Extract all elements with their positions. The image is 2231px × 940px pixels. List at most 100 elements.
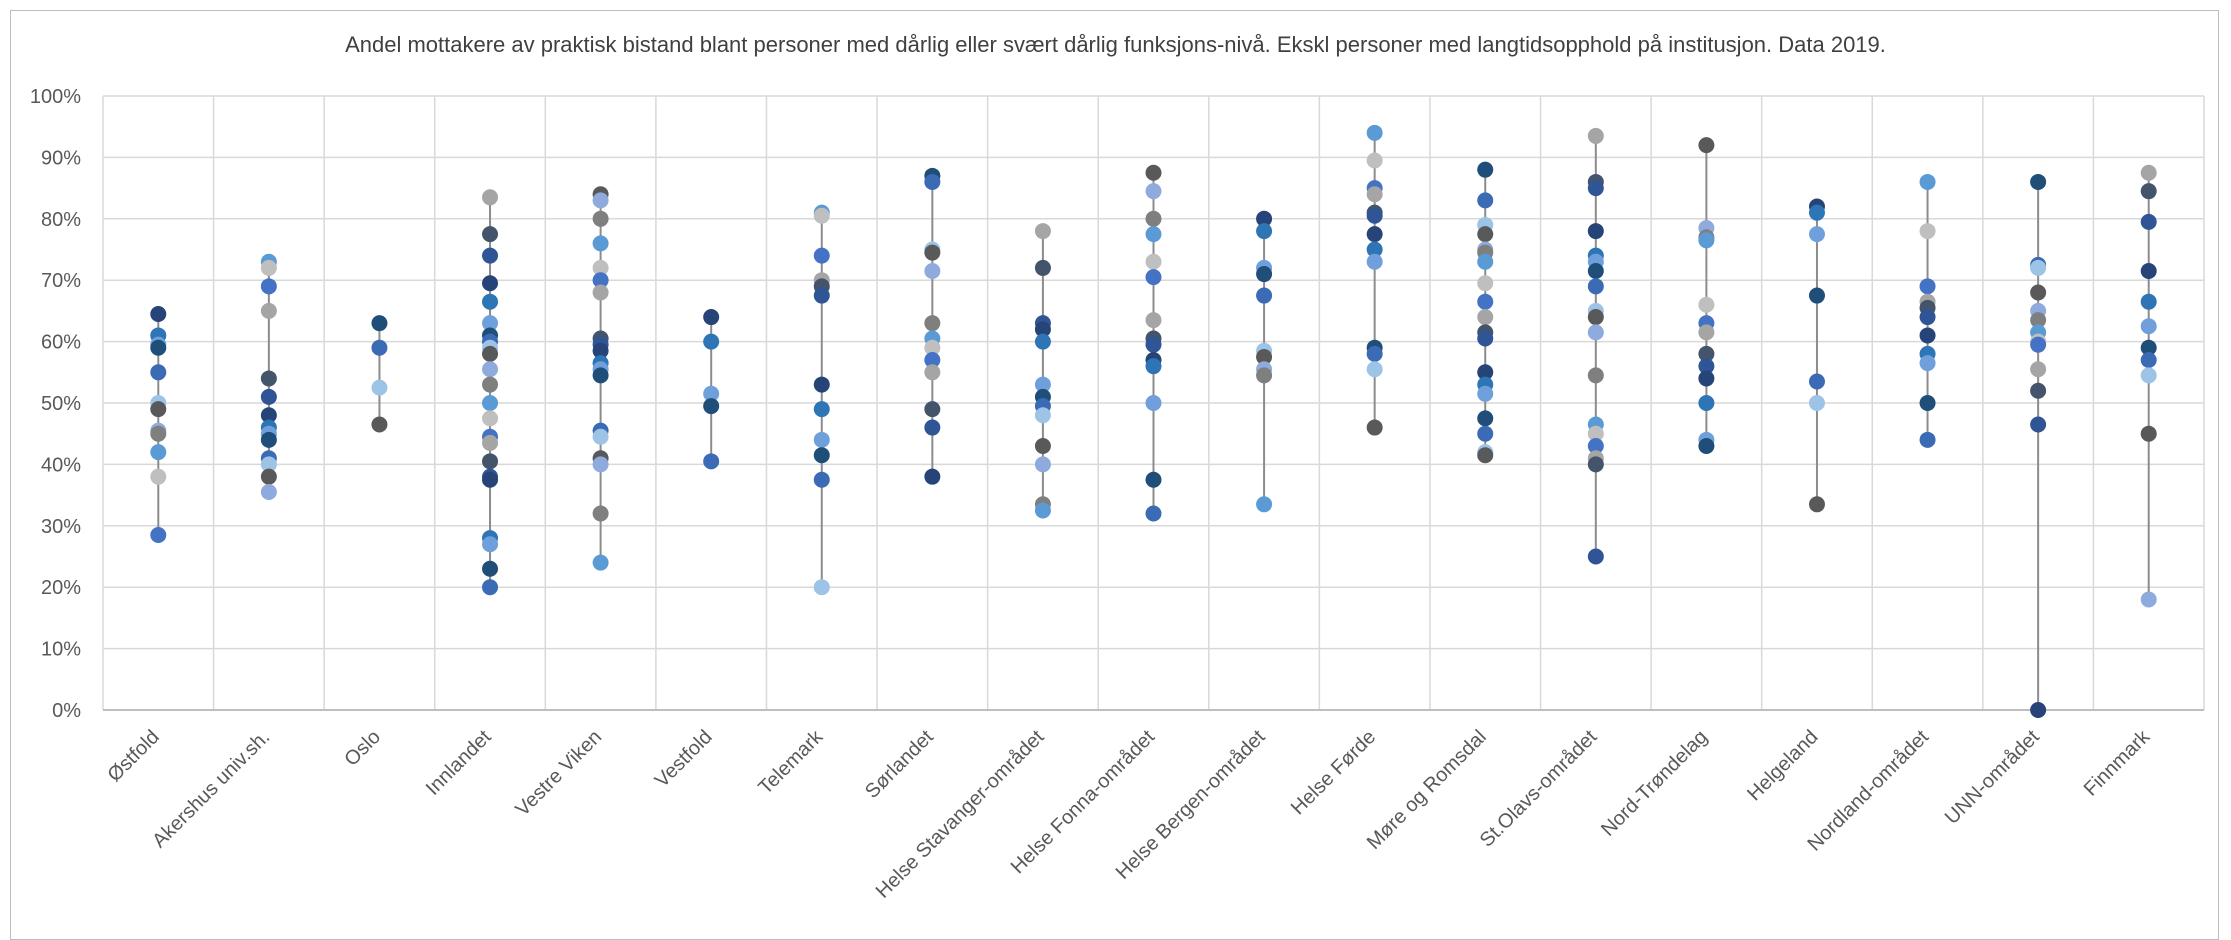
- data-point: [260, 468, 277, 485]
- x-tick-label: Innlandet: [422, 726, 496, 800]
- x-tick-label: Helgeland: [1743, 726, 1822, 805]
- data-point: [1698, 324, 1715, 341]
- data-point: [1034, 333, 1051, 350]
- data-point: [1698, 437, 1715, 454]
- data-point: [260, 388, 277, 405]
- data-point: [1366, 124, 1383, 141]
- x-tick-label: Sørlandet: [861, 726, 938, 803]
- data-point: [150, 527, 167, 544]
- data-point: [371, 339, 388, 356]
- data-point: [1587, 127, 1604, 144]
- data-point: [1366, 241, 1383, 258]
- data-point: [924, 419, 941, 436]
- data-point: [150, 364, 167, 381]
- data-point: [482, 361, 499, 378]
- data-point: [1808, 373, 1825, 390]
- data-point: [1477, 275, 1494, 292]
- data-point: [1698, 358, 1715, 375]
- data-point: [1145, 269, 1162, 286]
- data-point: [260, 278, 277, 295]
- data-point: [703, 398, 720, 415]
- data-point: [1256, 223, 1273, 240]
- data-point: [813, 401, 830, 418]
- data-point: [482, 226, 499, 243]
- data-point: [1808, 204, 1825, 221]
- data-point: [1587, 262, 1604, 279]
- data-point: [1698, 232, 1715, 249]
- data-point: [1034, 502, 1051, 519]
- data-point: [482, 560, 499, 577]
- data-point: [924, 262, 941, 279]
- data-point: [482, 434, 499, 451]
- data-point: [2140, 367, 2157, 384]
- data-point: [592, 210, 609, 227]
- data-point: [1477, 192, 1494, 209]
- data-point: [1034, 437, 1051, 454]
- x-tick-label: Akershus univ.sh.: [148, 726, 274, 852]
- data-point: [1366, 361, 1383, 378]
- data-point: [2030, 382, 2047, 399]
- data-point: [592, 505, 609, 522]
- data-point: [1366, 226, 1383, 243]
- data-point: [2030, 702, 2047, 718]
- data-point: [592, 554, 609, 571]
- x-tick-label: Møre og Romsdal: [1363, 726, 1491, 854]
- data-point: [482, 315, 499, 332]
- data-point: [1587, 425, 1604, 442]
- x-tick-label: Østfold: [103, 726, 163, 786]
- x-tick-label: Nord-Trøndelag: [1597, 726, 1712, 841]
- data-point: [1808, 226, 1825, 243]
- data-point: [592, 367, 609, 384]
- data-point: [703, 309, 720, 326]
- data-point: [924, 244, 941, 261]
- data-point: [1366, 253, 1383, 270]
- data-point: [150, 468, 167, 485]
- data-point: [1587, 309, 1604, 326]
- y-tick-label: 60%: [41, 332, 81, 354]
- data-point: [1034, 407, 1051, 424]
- data-point: [371, 416, 388, 433]
- chart-title: Andel mottakere av praktisk bistand blan…: [345, 32, 1886, 57]
- y-tick-label: 100%: [30, 86, 81, 108]
- data-point: [2140, 213, 2157, 230]
- data-point: [1587, 456, 1604, 473]
- data-point: [1366, 207, 1383, 224]
- x-tick-label: Nordland-området: [1804, 726, 1934, 856]
- data-point: [1145, 164, 1162, 181]
- data-point: [1808, 395, 1825, 411]
- data-point: [1145, 253, 1162, 270]
- x-tick-label: UNN-området: [1941, 726, 2044, 829]
- data-point: [924, 315, 941, 332]
- data-point: [1145, 336, 1162, 353]
- data-point: [1698, 345, 1715, 362]
- data-point: [813, 431, 830, 448]
- data-point: [592, 192, 609, 209]
- data-point: [1145, 210, 1162, 227]
- data-point: [1919, 327, 1936, 344]
- data-point: [482, 471, 499, 488]
- data-point: [150, 401, 167, 418]
- data-point: [813, 579, 830, 596]
- data-point: [1145, 471, 1162, 488]
- x-tick-label: Oslo: [340, 726, 385, 771]
- data-point: [482, 453, 499, 470]
- data-point: [1477, 330, 1494, 347]
- data-point: [371, 315, 388, 332]
- data-point: [482, 395, 499, 411]
- data-point: [1587, 437, 1604, 454]
- data-point: [1256, 266, 1273, 283]
- data-point: [924, 352, 941, 369]
- data-point: [1477, 293, 1494, 310]
- data-point: [482, 536, 499, 553]
- data-point: [924, 468, 941, 485]
- data-point: [1919, 395, 1936, 411]
- data-point: [1256, 367, 1273, 384]
- data-point: [1034, 456, 1051, 473]
- data-point: [2140, 318, 2157, 335]
- y-tick-label: 20%: [41, 577, 81, 599]
- y-tick-label: 80%: [41, 209, 81, 231]
- y-tick-label: 40%: [41, 454, 81, 476]
- data-point: [150, 444, 167, 461]
- data-point: [1477, 309, 1494, 326]
- data-point: [2030, 173, 2047, 190]
